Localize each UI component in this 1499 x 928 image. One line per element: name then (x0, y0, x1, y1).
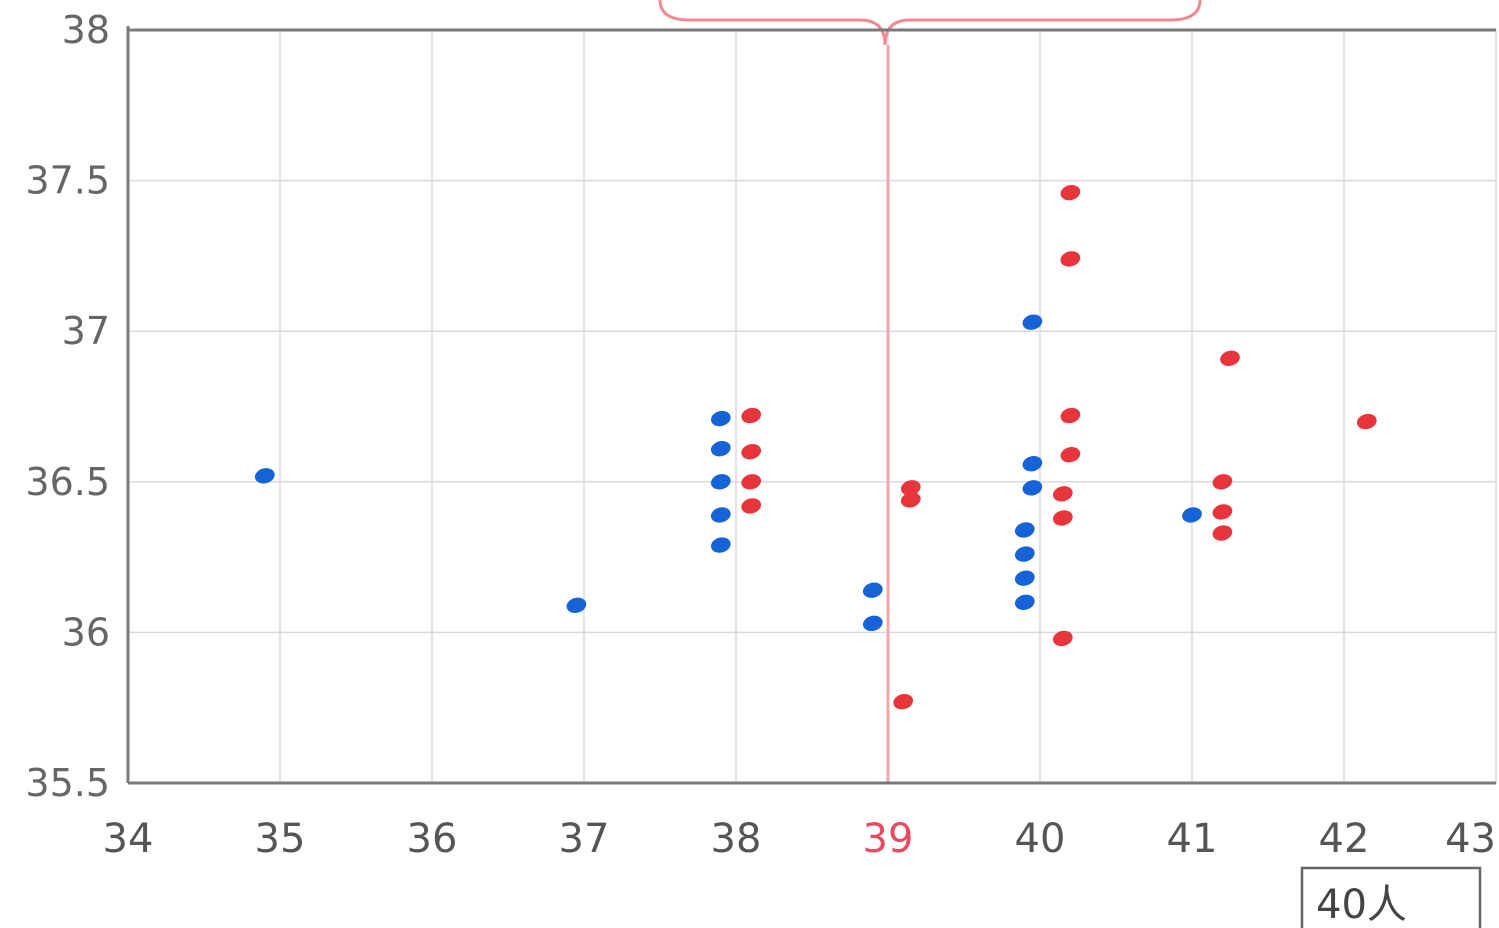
point-blue (566, 597, 587, 613)
y-tick-label: 36 (62, 610, 110, 654)
point-red (1060, 251, 1081, 267)
point-blue (1014, 594, 1035, 610)
point-red (741, 498, 762, 514)
y-tick-label: 37 (62, 309, 110, 353)
x-tick-label: 36 (407, 816, 458, 862)
x-tick-label: 37 (559, 816, 610, 862)
point-blue (710, 507, 731, 523)
data-points (254, 184, 1377, 710)
point-red (1060, 407, 1081, 424)
corner-note: 40人 (1316, 882, 1407, 928)
point-red (1052, 630, 1073, 647)
point-red (1220, 350, 1240, 367)
corner-note-box (1300, 866, 1482, 928)
point-red (741, 474, 762, 490)
point-blue (1014, 522, 1035, 538)
point-red (1052, 510, 1073, 526)
point-blue (1022, 456, 1043, 472)
point-red (900, 492, 921, 508)
point-red (1060, 446, 1081, 463)
point-blue (1022, 480, 1043, 496)
point-blue (710, 537, 731, 553)
point-red (893, 693, 914, 710)
point-blue (862, 615, 883, 632)
point-blue (710, 474, 731, 490)
y-tick-labels: 35.5 36 36.5 37 37.5 38 (25, 8, 110, 805)
point-blue (862, 582, 883, 598)
y-tick-label: 35.5 (25, 761, 110, 805)
point-blue (1022, 314, 1043, 330)
x-tick-label: 42 (1319, 816, 1370, 862)
point-red (1052, 486, 1073, 502)
point-red (1212, 504, 1233, 520)
point-blue (710, 410, 731, 427)
point-blue (710, 440, 731, 457)
y-tick-label: 37.5 (25, 159, 110, 203)
point-blue (1182, 507, 1202, 523)
x-tick-label: 34 (103, 816, 154, 862)
x-tick-labels: 34 35 36 37 38 39 40 41 42 43 (103, 816, 1496, 862)
callout-bracket (658, 0, 1202, 46)
x-tick-label: 40 (1015, 816, 1066, 862)
point-red (1060, 184, 1081, 201)
point-blue (1014, 570, 1035, 586)
x-tick-label: 41 (1167, 816, 1218, 862)
point-red (1212, 474, 1233, 490)
point-red (741, 407, 762, 424)
point-red (1212, 525, 1233, 541)
point-blue (254, 468, 275, 484)
point-red (741, 443, 762, 460)
x-tick-label: 35 (255, 816, 306, 862)
y-tick-label: 38 (62, 8, 110, 52)
x-tick-label: 39 (863, 816, 914, 862)
x-tick-label: 38 (711, 816, 762, 862)
x-tick-label: 43 (1445, 816, 1496, 862)
point-red (900, 480, 921, 496)
point-red (1356, 413, 1377, 430)
y-tick-label: 36.5 (25, 460, 110, 504)
point-blue (1014, 546, 1035, 562)
